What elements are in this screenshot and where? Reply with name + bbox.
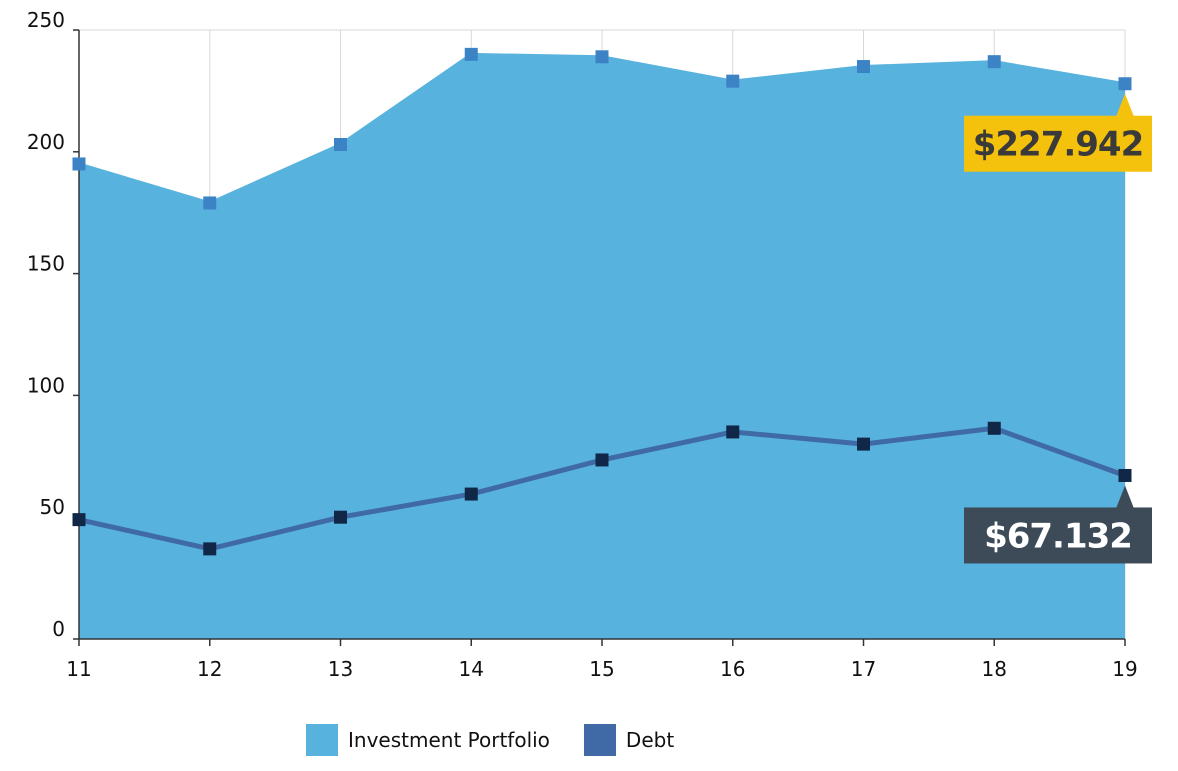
- legend-swatch-debt: [583, 724, 616, 756]
- callout-label: $227.942: [973, 125, 1144, 165]
- callout-debt: $67.132: [964, 485, 1152, 564]
- callout-pointer: [1116, 485, 1134, 509]
- legend-item-debt[interactable]: Debt: [583, 724, 675, 756]
- point-debt-13[interactable]: [334, 510, 347, 524]
- x-tick-label-17: 17: [851, 657, 876, 681]
- y-tick-label-200: 200: [27, 130, 65, 154]
- callout-box: [964, 115, 1152, 172]
- point-debt-17[interactable]: [857, 437, 870, 451]
- marker-layer: [72, 47, 1132, 556]
- x-tick-label-13: 13: [328, 657, 353, 681]
- point-debt-19[interactable]: [1118, 468, 1132, 482]
- y-tick-label-100: 100: [27, 373, 65, 397]
- legend: Investment Portfolio Debt: [306, 724, 674, 756]
- y-tick-label-250: 250: [27, 8, 65, 32]
- legend-swatch-investment-portfolio: [306, 724, 338, 756]
- point-investment-portfolio-17[interactable]: [857, 60, 870, 74]
- point-investment-portfolio-12[interactable]: [203, 196, 217, 210]
- point-debt-14[interactable]: [464, 487, 478, 501]
- x-tick-label-19: 19: [1112, 657, 1137, 681]
- callout-box: [964, 507, 1152, 564]
- callout-investment-portfolio: $227.942: [964, 93, 1152, 172]
- legend-item-investment-portfolio[interactable]: Investment Portfolio: [306, 724, 550, 756]
- x-tick-label-11: 11: [66, 657, 91, 681]
- callout-pointer: [1116, 93, 1134, 117]
- point-investment-portfolio-14[interactable]: [464, 47, 478, 61]
- point-debt-15[interactable]: [595, 453, 609, 467]
- x-tick-label-14: 14: [459, 657, 484, 681]
- point-investment-portfolio-15[interactable]: [595, 50, 609, 64]
- point-investment-portfolio-11[interactable]: [72, 157, 86, 171]
- axes: 0 50 100 150 200 250 11 12 13 14 15 16 17 18 19: [27, 8, 1138, 681]
- callout-layer: $227.942 $67.132: [964, 93, 1152, 564]
- point-debt-16[interactable]: [726, 425, 740, 439]
- legend-label: Investment Portfolio: [348, 728, 550, 752]
- y-tick-label-0: 0: [52, 617, 65, 641]
- area-investment-portfolio: [79, 54, 1125, 640]
- x-tick-label-12: 12: [197, 657, 222, 681]
- legend-label: Debt: [625, 728, 675, 752]
- x-tick-label-15: 15: [589, 657, 614, 681]
- y-tick-label-50: 50: [40, 495, 65, 519]
- point-investment-portfolio-19[interactable]: [1118, 77, 1132, 91]
- point-investment-portfolio-16[interactable]: [726, 74, 740, 88]
- point-debt-12[interactable]: [203, 542, 217, 556]
- point-debt-18[interactable]: [987, 421, 1001, 435]
- callout-label: $67.132: [984, 516, 1132, 556]
- x-tick-label-16: 16: [720, 657, 745, 681]
- y-tick-label-150: 150: [27, 252, 65, 276]
- point-debt-11[interactable]: [72, 513, 86, 527]
- point-investment-portfolio-18[interactable]: [987, 55, 1001, 69]
- point-investment-portfolio-13[interactable]: [334, 137, 347, 151]
- x-tick-label-18: 18: [982, 657, 1007, 681]
